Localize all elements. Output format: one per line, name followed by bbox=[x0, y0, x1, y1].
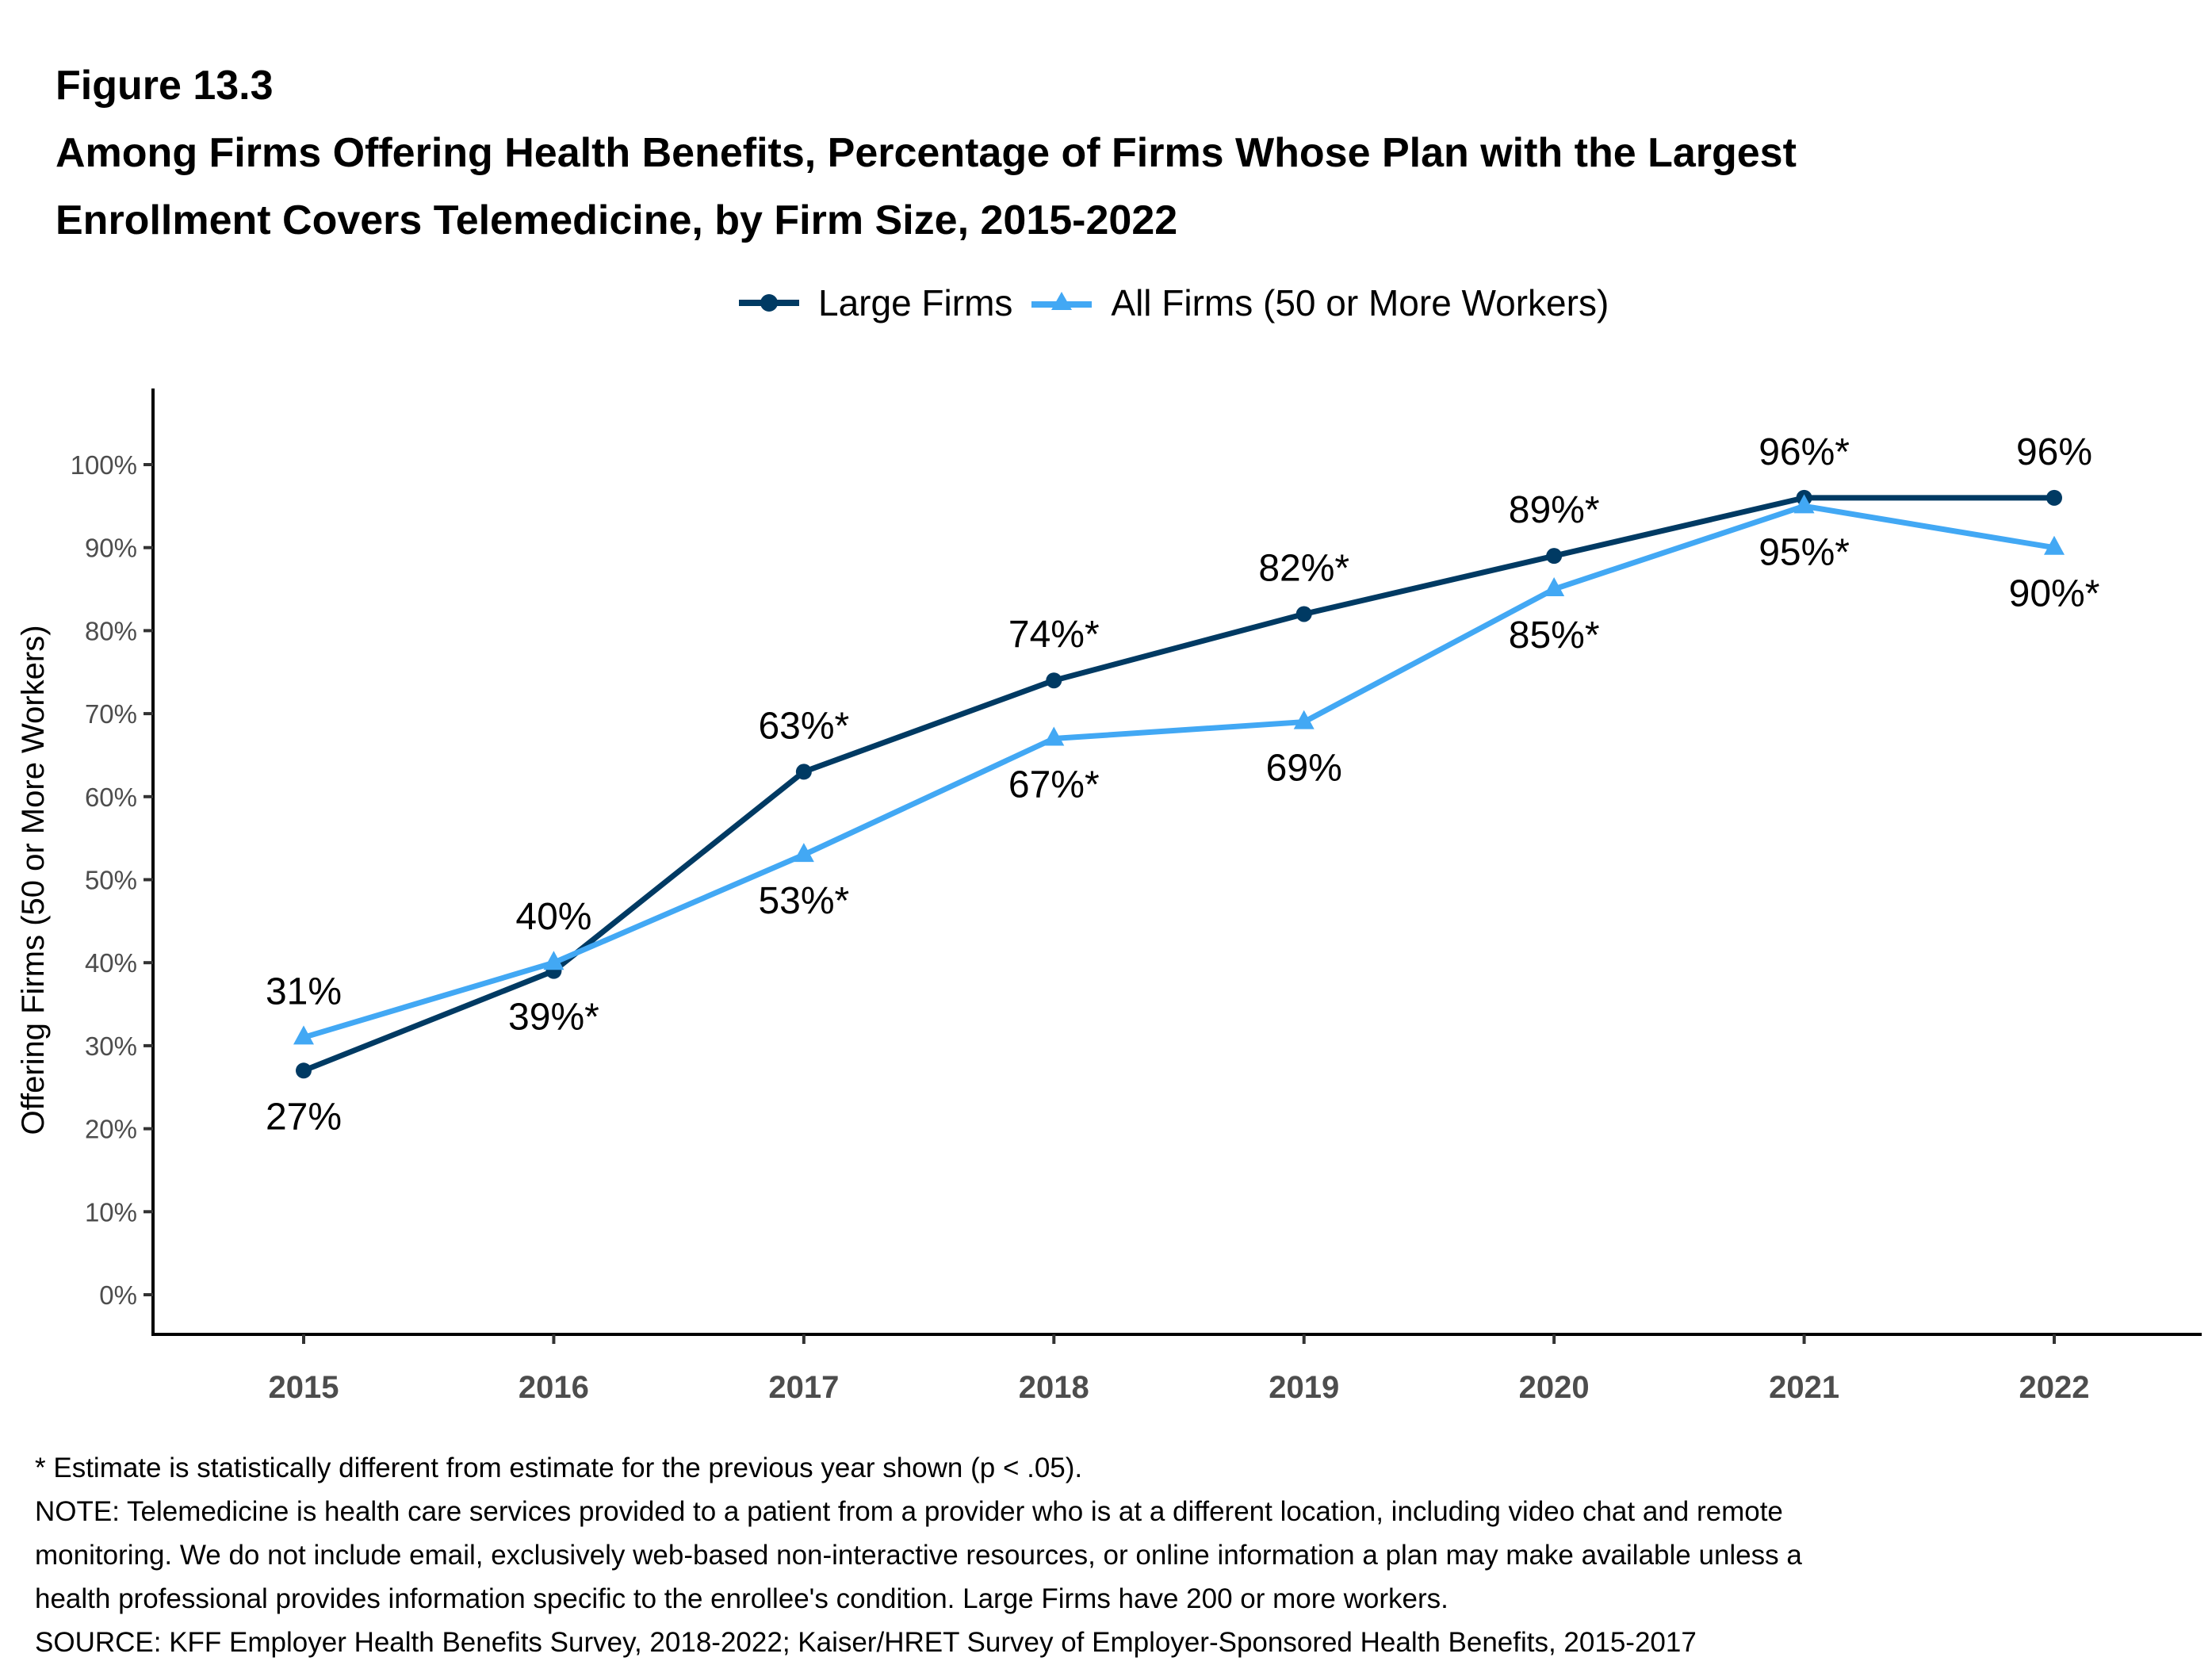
data-label-all-firms: 90%* bbox=[2009, 573, 2100, 615]
y-tick-label: 20% bbox=[85, 1115, 137, 1144]
x-tick-label: 2018 bbox=[1019, 1370, 1089, 1405]
legend-item-large-firms: Large Firms bbox=[737, 281, 1012, 324]
y-tick-label: 0% bbox=[99, 1280, 137, 1310]
data-label-large-firms: 96% bbox=[2016, 431, 2092, 473]
legend-item-all-firms: All Firms (50 or More Workers) bbox=[1030, 281, 1609, 324]
data-label-large-firms: 63%* bbox=[758, 705, 849, 747]
y-tick-label: 80% bbox=[85, 616, 137, 645]
footnote-note-line-3: health professional provides information… bbox=[35, 1583, 1449, 1614]
data-label-large-firms: 39%* bbox=[508, 997, 599, 1039]
data-label-all-firms: 67%* bbox=[1008, 764, 1100, 806]
y-tick-label: 30% bbox=[85, 1032, 137, 1061]
data-label-large-firms: 27% bbox=[266, 1096, 342, 1138]
series-line-all-firms bbox=[302, 503, 2055, 1040]
data-point-all-firms bbox=[1793, 494, 1815, 514]
footnote-note-line-1: NOTE: Telemedicine is health care servic… bbox=[35, 1496, 1783, 1527]
y-tick-label: 60% bbox=[85, 783, 137, 812]
data-point-all-firms bbox=[1544, 577, 1565, 597]
x-tick-label: 2020 bbox=[1519, 1370, 1590, 1405]
footnote-source: SOURCE: KFF Employer Health Benefits Sur… bbox=[35, 1627, 1697, 1658]
y-tick-label: 50% bbox=[85, 866, 137, 895]
data-label-large-firms: 82%* bbox=[1258, 547, 1349, 589]
data-point-large-firms bbox=[1046, 672, 1062, 689]
data-point-all-firms bbox=[293, 1025, 314, 1045]
data-point-all-firms bbox=[793, 843, 814, 863]
legend-label-large-firms: Large Firms bbox=[818, 282, 1013, 323]
y-axis-title: Offering Firms (50 or More Workers) bbox=[16, 625, 51, 1135]
series-layer bbox=[293, 489, 2065, 1079]
y-tick-label: 100% bbox=[71, 450, 137, 480]
data-point-all-firms bbox=[1293, 710, 1315, 729]
legend: Large Firms All Firms (50 or More Worker… bbox=[737, 281, 1626, 324]
x-tick-label: 2021 bbox=[1769, 1370, 1839, 1405]
footnote-asterisk: * Estimate is statistically different fr… bbox=[35, 1453, 1083, 1483]
data-label-large-firms: 74%* bbox=[1008, 614, 1100, 656]
chart-title-line-2: Enrollment Covers Telemedicine, by Firm … bbox=[55, 197, 1178, 243]
x-tick-label: 2019 bbox=[1269, 1370, 1339, 1405]
y-tick-label: 70% bbox=[85, 699, 137, 729]
data-point-all-firms bbox=[2044, 535, 2065, 555]
legend-label-all-firms: All Firms (50 or More Workers) bbox=[1111, 282, 1609, 323]
data-label-all-firms: 95%* bbox=[1759, 531, 1850, 573]
data-label-all-firms: 31% bbox=[266, 970, 342, 1012]
data-point-all-firms bbox=[1043, 726, 1065, 746]
chart-title-line-1: Among Firms Offering Health Benefits, Pe… bbox=[55, 130, 1797, 176]
data-point-large-firms bbox=[2046, 489, 2062, 506]
data-point-large-firms bbox=[1295, 606, 1312, 622]
data-label-all-firms: 69% bbox=[1266, 748, 1342, 790]
x-tick-label: 2016 bbox=[519, 1370, 589, 1405]
axes: 0% 10% 20% 30% 40% 50% 60% 70% 80% 90% 100% 2015 201… bbox=[16, 388, 2202, 1405]
data-label-all-firms: 85%* bbox=[1509, 614, 1600, 656]
footnote-note-line-2: monitoring. We do not include email, exc… bbox=[35, 1540, 1802, 1571]
x-tick-label: 2022 bbox=[2019, 1370, 2090, 1405]
x-tick-label: 2015 bbox=[269, 1370, 339, 1405]
legend-circle-marker-icon bbox=[739, 294, 799, 312]
data-point-large-firms bbox=[296, 1062, 312, 1079]
data-point-large-firms bbox=[1546, 548, 1563, 565]
legend-triangle-marker-icon bbox=[1031, 292, 1093, 310]
figure-label: Figure 13.3 bbox=[55, 63, 274, 109]
data-label-large-firms: 89%* bbox=[1509, 489, 1600, 531]
data-label-large-firms: 96%* bbox=[1759, 431, 1850, 473]
series-line-large-firms bbox=[302, 495, 2054, 1074]
y-tick-label: 10% bbox=[85, 1197, 137, 1227]
data-label-all-firms: 53%* bbox=[758, 880, 849, 922]
data-point-all-firms bbox=[543, 951, 564, 970]
data-label-all-firms: 40% bbox=[515, 896, 591, 938]
data-labels-layer: 27% 39%* 63%* 74%* 82%* 89%* 96%* 96% 31% 40% 53%*… bbox=[266, 431, 2099, 1138]
y-tick-label: 40% bbox=[85, 948, 137, 978]
data-point-large-firms bbox=[795, 764, 812, 780]
y-tick-label: 90% bbox=[85, 534, 137, 563]
x-tick-label: 2017 bbox=[768, 1370, 839, 1405]
